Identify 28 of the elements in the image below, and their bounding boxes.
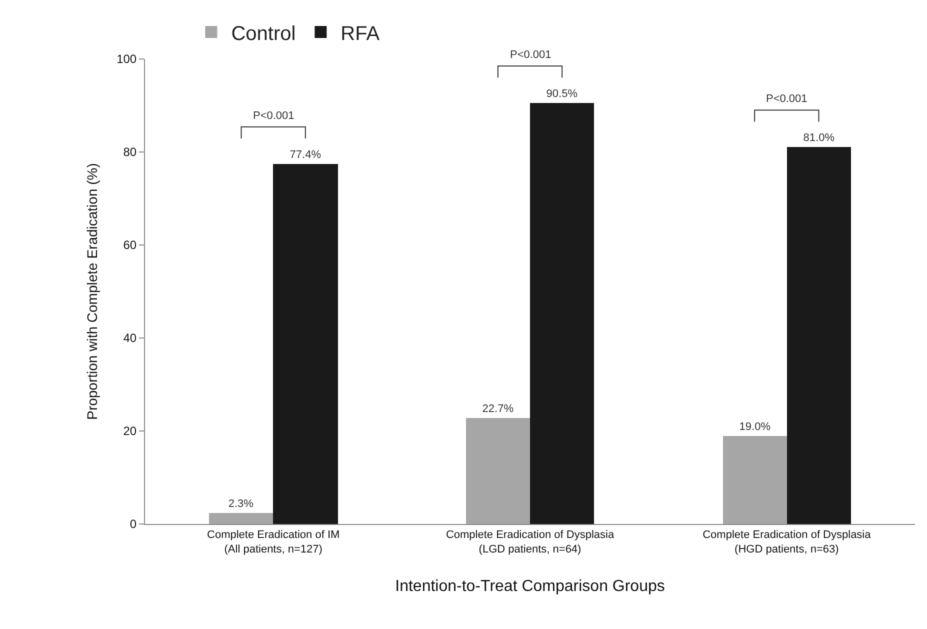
data-label: 90.5% [546,88,578,100]
bar [530,103,594,524]
x-tick-label: Complete Eradication of IM (All patients, n=127) [206,529,340,556]
bar [209,513,273,524]
y-tick-label: 100 [116,52,137,66]
y-axis-title: Proportion with Complete Eradication (%) [84,163,100,420]
bar [273,164,338,524]
data-label: 81.0% [803,132,835,144]
y-tick-label: 60 [123,238,137,252]
bar [466,418,530,524]
x-tick-label: Complete Eradication of Dysplasia (LGD patients, n=64) [446,529,615,556]
y-tick-label: 80 [123,145,137,160]
y-tick-label: 0 [130,517,137,532]
annotation: P<0.001 [510,49,552,61]
legend-label: Control [231,22,296,45]
x-tick-label: Complete Eradication of Dysplasia (HGD patients, n=63) [702,529,872,556]
bar [723,436,787,524]
data-label: 2.3% [228,498,254,510]
data-label: 22.7% [482,403,514,415]
x-axis-title: Intention-to-Treat Comparison Groups [395,578,665,596]
data-label: 77.4% [290,149,322,161]
data-label: 19.0% [739,421,771,433]
bar [787,147,851,524]
y-tick-label: 40 [123,331,137,346]
annotation: P<0.001 [253,110,294,122]
legend-label: RFA [340,22,380,45]
y-tick-label: 20 [123,424,137,438]
annotation: P<0.001 [766,93,808,105]
